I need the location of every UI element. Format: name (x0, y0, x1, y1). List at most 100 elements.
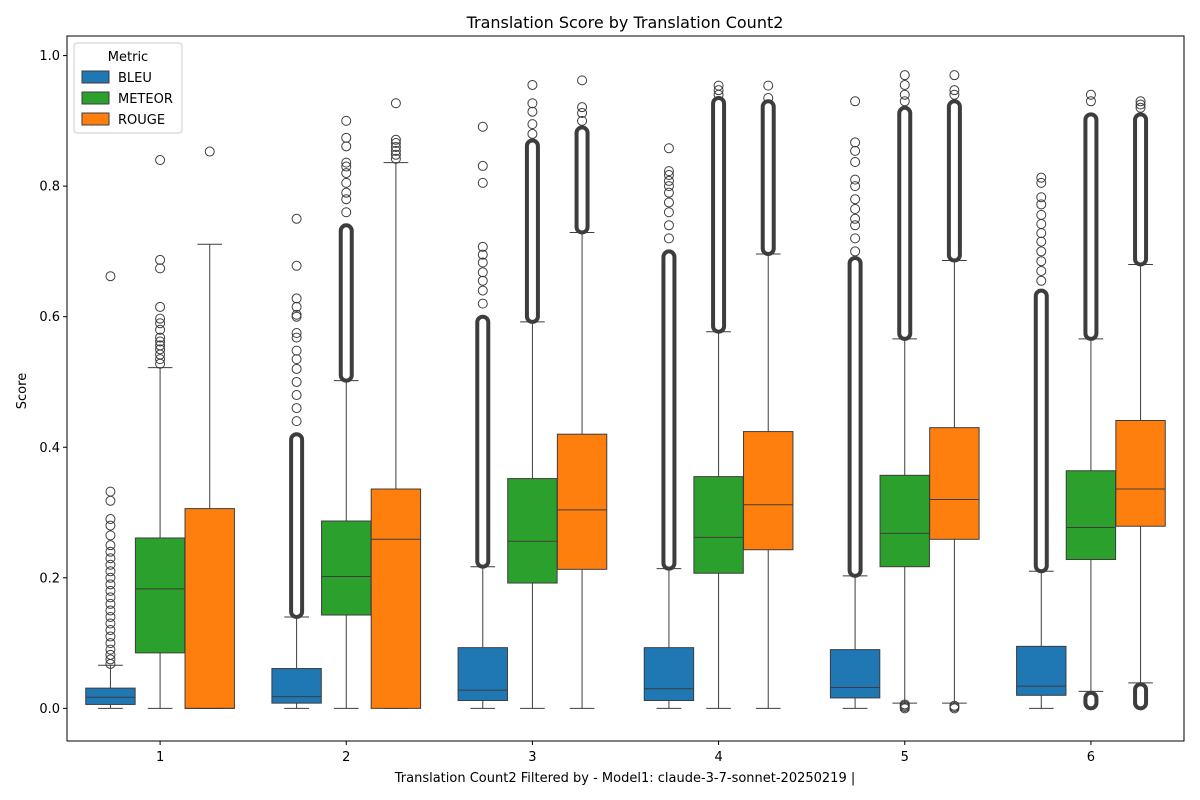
outlier-point (291, 213, 302, 224)
outlier-band-high (1083, 112, 1099, 341)
outlier-point (155, 313, 166, 324)
box-meteor-5 (879, 70, 930, 714)
outlier-point (155, 340, 166, 351)
outlier-point (577, 75, 588, 86)
outlier-point (105, 579, 116, 590)
box-rouge-4 (743, 80, 794, 709)
outlier-point (291, 332, 302, 343)
outlier-point (155, 263, 166, 274)
outlier-point (341, 157, 352, 168)
outlier-point (850, 181, 861, 192)
outlier-point (1036, 192, 1047, 203)
outlier-point (105, 520, 116, 531)
outlier-point (1135, 99, 1146, 110)
outlier-point (663, 181, 674, 192)
outlier-point (949, 85, 960, 96)
outlier-point (527, 98, 538, 109)
outlier-point (155, 324, 166, 335)
outlier-point (577, 108, 588, 119)
outlier-point (1036, 256, 1047, 267)
outlier-point (713, 80, 724, 91)
outlier-point (1135, 96, 1146, 107)
outlier-band-high (475, 314, 491, 569)
outlier-point (105, 631, 116, 642)
outlier-point (663, 207, 674, 218)
outlier-point (850, 96, 861, 107)
legend-swatch-meteor (81, 91, 110, 105)
outlier-point (105, 654, 116, 665)
outlier-band-low (1083, 690, 1099, 711)
outlier-point (1085, 89, 1096, 100)
outlier-point (155, 254, 166, 265)
outlier-point (1135, 102, 1146, 113)
legend-swatch-bleu (81, 70, 110, 84)
outlier-point (1036, 236, 1047, 247)
box-body (134, 537, 186, 654)
outlier-point (477, 241, 488, 252)
outlier-point (477, 121, 488, 132)
outlier-point (527, 128, 538, 139)
outlier-point (577, 115, 588, 126)
outlier-point (105, 598, 116, 609)
outlier-point (105, 638, 116, 649)
legend-label-bleu: BLEU (118, 71, 152, 86)
outlier-point (105, 611, 116, 622)
outlier-point (477, 257, 488, 268)
outlier-point (105, 495, 116, 506)
outlier-point (155, 318, 166, 329)
outlier-point (390, 153, 401, 164)
outlier-point (1036, 172, 1047, 183)
outlier-point (291, 403, 302, 414)
outlier-point (713, 85, 724, 96)
outlier-band-low (1133, 682, 1149, 711)
legend-swatch-rouge (81, 112, 110, 126)
outlier-point (663, 143, 674, 154)
outlier-point (949, 703, 960, 714)
outlier-band-high (289, 432, 305, 619)
outlier-point (390, 98, 401, 109)
x-tick-label: 1 (156, 750, 164, 765)
outlier-point (105, 649, 116, 660)
y-tick-label: 0.0 (39, 702, 60, 717)
outlier-point (477, 298, 488, 309)
outlier-point (105, 585, 116, 596)
outlier-point (1036, 219, 1047, 229)
outlier-point (341, 194, 352, 205)
outlier-point (1036, 275, 1047, 286)
legend-label-meteor: METEOR (118, 92, 173, 107)
outlier-point (390, 145, 401, 156)
box-body (556, 433, 608, 570)
outlier-point (291, 260, 302, 271)
outlier-point (850, 156, 861, 167)
box-body (370, 488, 422, 709)
outlier-point (105, 605, 116, 616)
outlier-point (291, 416, 302, 427)
box-rouge-6 (1115, 96, 1166, 711)
outlier-point (341, 177, 352, 188)
outlier-point (527, 119, 538, 130)
outlier-point (850, 213, 861, 224)
outlier-point (341, 168, 352, 179)
outlier-point (949, 70, 960, 81)
outlier-point (291, 293, 302, 304)
y-tick-label: 0.6 (39, 310, 60, 325)
outlier-point (1036, 266, 1047, 276)
outlier-point (949, 89, 960, 100)
outlier-point (155, 344, 166, 355)
box-bleu-5 (829, 96, 881, 709)
box-body (693, 476, 744, 574)
outlier-point (105, 566, 116, 577)
outlier-point (899, 79, 910, 90)
outlier-point (763, 80, 774, 91)
outlier-point (390, 134, 401, 145)
outlier-point (105, 572, 116, 583)
y-tick-label: 0.4 (39, 441, 60, 456)
box-meteor-1 (134, 155, 186, 709)
box-bleu-4 (643, 143, 695, 709)
outlier-point (850, 233, 861, 244)
outlier-point (291, 328, 302, 339)
box-body (643, 647, 695, 702)
outlier-point (527, 79, 538, 90)
outlier-point (105, 592, 116, 603)
